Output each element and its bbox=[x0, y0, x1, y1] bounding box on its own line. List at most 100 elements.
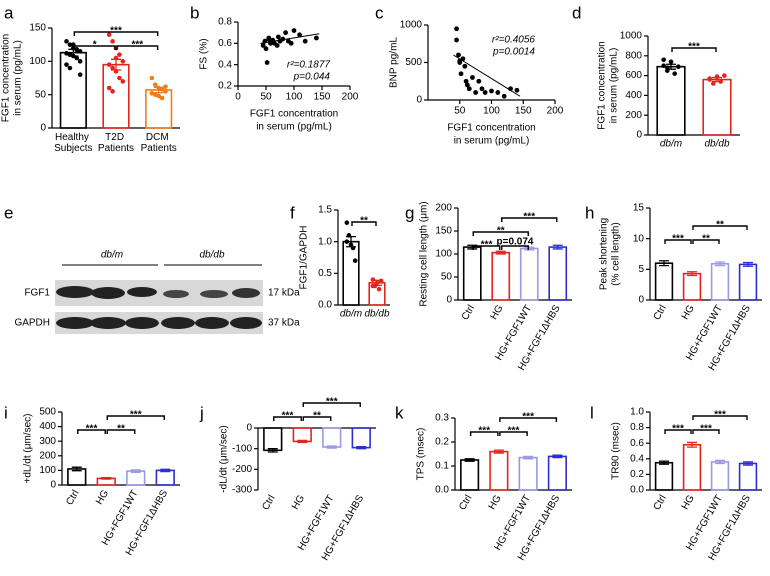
significance-bracket bbox=[501, 245, 529, 250]
significance-bracket bbox=[499, 417, 558, 422]
y-tick-label: 0.1 bbox=[435, 461, 449, 472]
y-tick-label: 500 bbox=[405, 57, 422, 68]
bar bbox=[67, 468, 87, 486]
significance-label: p=0.074 bbox=[497, 237, 534, 248]
y-tick-label: 100 bbox=[39, 465, 56, 476]
bar bbox=[342, 240, 360, 306]
x-tick-label: HG bbox=[94, 488, 111, 507]
y-axis-label: in serum (pg/mL) bbox=[13, 40, 24, 116]
y-tick-label: 0.4 bbox=[218, 59, 232, 70]
significance-bracket bbox=[692, 429, 720, 434]
panel-letter: b bbox=[190, 3, 199, 22]
y-axis-label: Peak shortening bbox=[599, 218, 610, 290]
significance-label: *** bbox=[86, 424, 98, 435]
y-tick-label: 0 bbox=[246, 423, 252, 434]
y-tick-label: 0 bbox=[446, 295, 452, 306]
significance-label: ** bbox=[497, 226, 505, 237]
panel-letter: a bbox=[4, 3, 14, 22]
annotation: p=0.0014 bbox=[492, 47, 535, 58]
data-point bbox=[514, 87, 520, 93]
x-tick-label: Healthy Subjects bbox=[54, 132, 92, 154]
significance-bracket bbox=[106, 429, 136, 434]
y-tick-label: 1.0 bbox=[630, 407, 644, 418]
x-tick-label: Ctrl bbox=[260, 493, 277, 512]
y-tick-label: 0.2 bbox=[218, 81, 232, 92]
x-tick-label: Ctrl bbox=[652, 493, 669, 512]
bar bbox=[102, 63, 130, 129]
data-point bbox=[344, 239, 350, 244]
significance-bracket bbox=[273, 416, 302, 421]
error-bar bbox=[712, 76, 722, 83]
error-bar bbox=[467, 244, 478, 250]
significance-bracket bbox=[73, 31, 159, 36]
y-tick-label: 0.2 bbox=[435, 437, 449, 448]
y-tick-label: 0 bbox=[40, 123, 46, 134]
significance-label: *** bbox=[478, 426, 490, 437]
blot-group: db/db bbox=[199, 250, 224, 261]
data-point bbox=[266, 36, 272, 42]
x-tick-label: Ctrl bbox=[457, 493, 474, 512]
data-point bbox=[495, 90, 501, 95]
data-point bbox=[106, 62, 112, 67]
label-line: Patients bbox=[141, 143, 177, 154]
data-point bbox=[117, 75, 122, 81]
bar bbox=[462, 246, 482, 301]
y-tick-label: 0 bbox=[50, 480, 56, 491]
data-point bbox=[454, 37, 459, 43]
significance-label: *** bbox=[481, 240, 493, 251]
error-bar bbox=[372, 279, 382, 287]
significance-bracket bbox=[671, 47, 717, 52]
y-axis-label: FGF1/GAPDH bbox=[299, 226, 310, 290]
label-line: T2D bbox=[105, 132, 127, 143]
y-tick-label: 1.0 bbox=[318, 236, 332, 247]
data-point bbox=[274, 43, 280, 48]
y-tick-label: 150 bbox=[435, 226, 452, 237]
blot-size: 37 kDa bbox=[268, 318, 300, 329]
x-axis-label: in serum (pg/mL) bbox=[454, 136, 530, 147]
data-point bbox=[479, 86, 485, 92]
y-axis-label: in serum (pg/mL) bbox=[609, 48, 620, 124]
label-line: DCM bbox=[146, 132, 172, 143]
bar bbox=[702, 78, 732, 136]
error-bar bbox=[659, 260, 669, 267]
error-bar bbox=[743, 261, 753, 267]
y-axis-label: TPS (msec) bbox=[416, 428, 427, 481]
x-tick-label: db/m bbox=[660, 139, 682, 150]
y-tick-label: 400 bbox=[625, 90, 642, 101]
error-bar bbox=[297, 439, 308, 444]
bar bbox=[710, 461, 730, 491]
y-tick-label: 0.2 bbox=[630, 469, 644, 480]
y-tick-label: -200 bbox=[232, 464, 252, 475]
error-bar bbox=[356, 445, 367, 450]
data-point bbox=[64, 39, 69, 44]
y-tick-label: 200 bbox=[39, 450, 56, 461]
data-point bbox=[120, 59, 126, 64]
data-point bbox=[156, 93, 161, 99]
data-point bbox=[661, 57, 666, 63]
y-tick-label: 0.3 bbox=[435, 413, 449, 424]
significance-bracket bbox=[302, 416, 332, 421]
bar bbox=[682, 443, 702, 491]
panel: f 0.0 0.5 1.0 1.5 FGF1/GAPDH db/m db/db ** bbox=[290, 203, 390, 320]
bands bbox=[56, 286, 262, 329]
data-point bbox=[501, 93, 507, 99]
y-tick-label: -100 bbox=[232, 443, 252, 454]
y-tick-label: 0.8 bbox=[630, 422, 644, 433]
annotation: r²=0.4056 bbox=[492, 35, 536, 46]
data-point bbox=[476, 78, 482, 84]
bar bbox=[656, 65, 686, 136]
bar bbox=[491, 251, 511, 301]
significance-bracket bbox=[116, 45, 159, 50]
x-tick-label: Ctrl bbox=[64, 488, 81, 507]
significance-label: *** bbox=[282, 411, 294, 422]
error-bar bbox=[71, 466, 82, 472]
x-tick-label: HG bbox=[489, 303, 506, 322]
bar bbox=[126, 470, 146, 486]
y-tick-label: 0.0 bbox=[318, 300, 332, 311]
y-axis-label: +dL/dt (μm/sec) bbox=[23, 414, 34, 484]
panel-letter: l bbox=[590, 403, 594, 422]
y-tick-label: 1000 bbox=[400, 20, 423, 31]
